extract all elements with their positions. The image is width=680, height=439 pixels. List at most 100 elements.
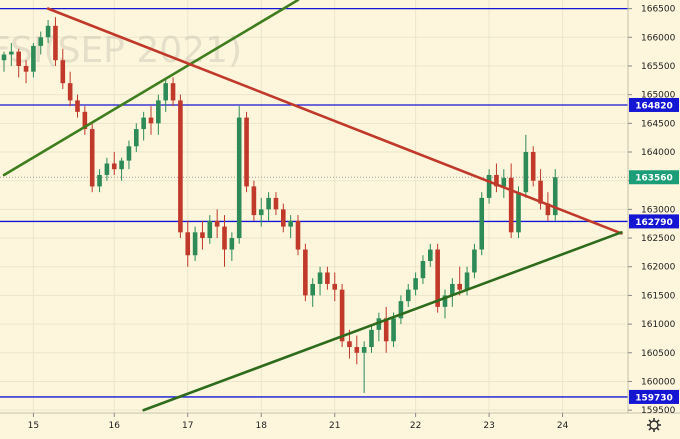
candle-body	[266, 197, 271, 210]
candle-body	[60, 60, 66, 84]
candle-body	[332, 283, 338, 290]
x-tick-label: 22	[410, 421, 421, 431]
settings-gear-icon[interactable]	[647, 418, 661, 432]
candle-body	[288, 220, 293, 227]
y-tick-label: 165000	[641, 91, 676, 101]
candle-body	[457, 283, 462, 290]
candle-body	[67, 83, 73, 101]
y-tick-label: 162000	[641, 263, 676, 273]
candle-body	[82, 111, 88, 130]
candle-body	[501, 177, 507, 187]
y-tick-label: 161000	[641, 320, 676, 330]
y-tick-label: 161500	[641, 291, 676, 301]
price-label-text: 164820	[635, 101, 673, 111]
trendline	[46, 7, 623, 235]
candle-body	[156, 100, 161, 124]
candle-body	[442, 295, 448, 307]
y-tick-label: 165500	[641, 62, 676, 72]
candle-body	[486, 174, 492, 198]
x-tick-label: 23	[483, 421, 494, 431]
candle-body	[435, 249, 440, 307]
candle-body	[200, 232, 205, 239]
candle-body	[339, 289, 345, 342]
candle-body	[9, 51, 14, 55]
candle-body	[552, 177, 558, 216]
candle-body	[295, 220, 301, 250]
candle-body	[126, 146, 132, 161]
candle-body	[405, 289, 411, 302]
candle-body	[185, 232, 191, 256]
candle-body	[508, 177, 514, 233]
x-tick-label: 16	[109, 421, 121, 431]
candle-body	[258, 209, 264, 216]
candle-body	[148, 117, 154, 124]
trendline	[2, 0, 300, 177]
trendlines	[2, 0, 623, 412]
candle-body	[111, 163, 117, 170]
candle-body	[119, 160, 124, 170]
candle-body	[38, 37, 44, 46]
horizontal-levels	[0, 7, 628, 398]
candle-body	[89, 129, 95, 187]
price-axis: 159500 160000 160500 161000 161500 162000 1625…	[628, 5, 676, 416]
candle-body	[170, 83, 176, 101]
y-tick-label: 164000	[641, 148, 676, 158]
candle-body	[545, 203, 551, 216]
candle-body	[530, 152, 536, 181]
price-label-box	[629, 214, 679, 229]
candle-body	[236, 117, 242, 239]
candle-body	[97, 174, 102, 187]
price-label-text: 163560	[635, 174, 673, 184]
candle-body	[244, 117, 249, 187]
candle-body	[376, 318, 382, 330]
candle-body	[516, 192, 521, 233]
trendline	[142, 231, 623, 412]
price-label-box	[629, 389, 679, 404]
candle-body	[398, 301, 404, 319]
price-label-text: 162790	[635, 218, 673, 228]
candle-body	[523, 152, 529, 193]
candle-body	[141, 117, 146, 130]
candle-body	[494, 174, 499, 187]
candle-body	[303, 249, 308, 296]
candle-body	[16, 51, 21, 66]
candle-body	[45, 25, 51, 38]
candle-body	[273, 197, 279, 210]
candle-body	[229, 238, 235, 250]
candle-body	[207, 220, 213, 239]
candle-body	[361, 347, 367, 353]
candle-body	[479, 197, 485, 250]
candle-body	[413, 278, 418, 290]
price-labels: 164820 163560 162790 159730	[629, 97, 679, 404]
candle-body	[347, 341, 352, 348]
y-tick-label: 159500	[641, 406, 676, 416]
time-axis: 15 16 17 18 21 22 23 24	[28, 413, 569, 431]
candle-body	[23, 65, 29, 72]
candle-body	[383, 318, 389, 342]
x-tick-label: 21	[329, 421, 340, 431]
candle-body	[104, 163, 110, 175]
candle-body	[214, 220, 220, 227]
candles	[1, 17, 558, 393]
candle-body	[134, 129, 139, 147]
candle-body	[450, 283, 455, 296]
candle-body	[281, 209, 286, 227]
candle-body	[472, 249, 477, 273]
candle-body	[391, 318, 396, 342]
candle-body	[369, 329, 374, 348]
candle-body	[325, 272, 330, 284]
candle-body	[31, 45, 36, 72]
y-tick-label: 166000	[641, 33, 676, 43]
x-tick-label: 24	[557, 421, 569, 431]
y-tick-label: 164500	[641, 119, 676, 129]
candle-body	[163, 83, 168, 101]
candle-body	[428, 249, 433, 261]
candle-body	[192, 232, 198, 256]
candle-body	[53, 25, 58, 61]
candle-body	[1, 54, 7, 61]
y-tick-label: 162500	[641, 234, 676, 244]
candle-body	[178, 100, 183, 233]
candle-body	[222, 226, 227, 250]
